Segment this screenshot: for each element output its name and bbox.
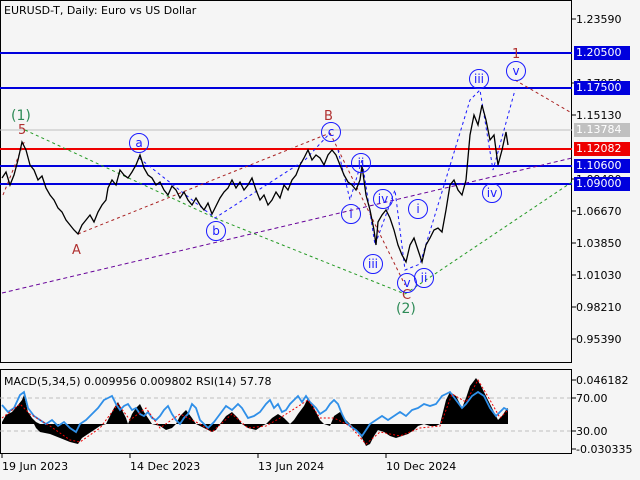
macd-min-tick: -0.030335 <box>576 443 633 456</box>
level-tag-1.09: 1.09000 <box>574 177 630 191</box>
wave-label-1: (1) <box>11 108 31 124</box>
date-label: 14 Dec 2023 <box>130 460 201 473</box>
wave-circle-i-2: i <box>408 199 428 219</box>
wave-circle-iii: iii <box>363 254 383 274</box>
rsi-70-tick: 70.00 <box>576 392 608 405</box>
price-tick: 1.03850 <box>576 237 622 250</box>
wave-circle-c: c <box>321 122 341 142</box>
indicator-title: MACD(5,34,5) 0.009956 0.009802 RSI(14) 5… <box>4 375 272 388</box>
wave-circle-b: b <box>206 221 226 241</box>
date-label: 10 Dec 2024 <box>386 460 457 473</box>
level-tag-red: 1.12082 <box>574 142 630 156</box>
wave-circle-iii-2: iii <box>469 69 489 89</box>
chart-title: EURUSD-T, Daily: Euro vs US Dollar <box>4 4 197 17</box>
wave-label-2: (2) <box>396 301 416 317</box>
wave-circle-v-2: v <box>506 61 526 81</box>
price-tick: 0.95390 <box>576 333 622 346</box>
price-tick: 1.15130 <box>576 109 622 122</box>
macd-max-tick: 0.046182 <box>576 374 629 387</box>
wave-label-C: C <box>402 288 412 303</box>
rsi-30-tick: 30.00 <box>576 425 608 438</box>
level-tag-1.175: 1.17500 <box>574 81 630 95</box>
date-label: 13 Jun 2024 <box>258 460 325 473</box>
price-tick: 1.23590 <box>576 13 622 26</box>
wave-circle-iv: iv <box>373 189 393 209</box>
wave-circle-ii: ii <box>351 153 371 173</box>
price-tick: 1.06670 <box>576 205 622 218</box>
wave-circle-iv-2: iv <box>482 183 502 203</box>
level-tag-1.205: 1.20500 <box>574 46 630 60</box>
price-tick: 0.98210 <box>576 301 622 314</box>
wave-circle-ii-2: ii <box>414 268 434 288</box>
price-tick: 1.01030 <box>576 269 622 282</box>
wave-circle-i: i <box>341 204 361 224</box>
level-tag-1.106: 1.10600 <box>574 159 630 173</box>
wave-label-top-1: 1 <box>512 47 521 62</box>
wave-label-5: 5 <box>18 123 27 138</box>
date-label: 19 Jun 2023 <box>2 460 69 473</box>
current-price-tag: 1.13784 <box>574 123 630 137</box>
wave-label-A: A <box>72 243 81 258</box>
wave-circle-a: a <box>129 133 149 153</box>
wave-label-B: B <box>324 109 333 124</box>
